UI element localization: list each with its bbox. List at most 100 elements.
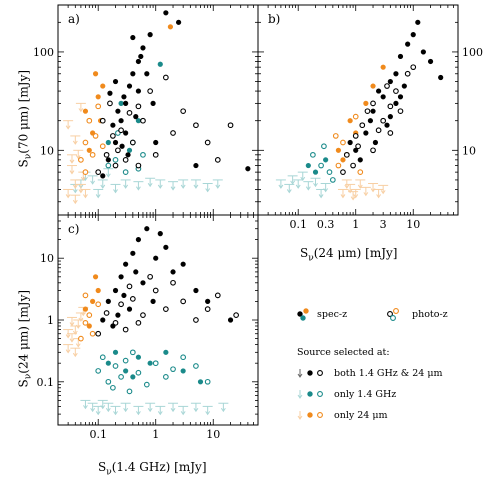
both-photoz-point xyxy=(204,306,211,312)
both-specz-point xyxy=(123,100,129,106)
mir-photoz-point xyxy=(332,133,339,139)
legend-radio-filled xyxy=(307,391,313,397)
mir-photoz-point xyxy=(82,169,89,175)
both-photoz-point xyxy=(140,117,146,124)
radio-limit-point xyxy=(303,181,314,191)
x-tick-label: 10 xyxy=(406,218,420,231)
both-photoz-point xyxy=(404,70,411,77)
legend-both-label: both 1.4 GHz & 24 μm xyxy=(334,368,443,379)
mir-limit-point xyxy=(75,183,86,194)
radio-limit-point xyxy=(212,179,223,189)
radio-photoz-point xyxy=(143,381,150,388)
both-photoz-point xyxy=(170,130,176,136)
x-tick-label: 0.1 xyxy=(89,428,107,441)
both-specz-point xyxy=(372,139,379,146)
radio-photoz-point xyxy=(140,151,146,158)
radio-limit-point xyxy=(87,175,98,185)
mir-limit-point xyxy=(70,347,81,358)
radio-specz-point xyxy=(105,360,111,366)
both-specz-point xyxy=(135,88,142,94)
panel-label: a) xyxy=(68,12,80,26)
both-photoz-point xyxy=(233,312,239,318)
both-specz-point xyxy=(100,173,106,179)
both-specz-point xyxy=(427,58,434,65)
both-specz-point xyxy=(150,100,156,106)
legend-only-radio-label: only 1.4 GHz xyxy=(334,389,397,400)
both-photoz-point xyxy=(387,103,394,110)
both-specz-point xyxy=(370,108,376,114)
radio-limit-point xyxy=(190,179,201,189)
mir-specz-point xyxy=(363,100,369,106)
legend-only-24-label: only 24 μm xyxy=(334,410,388,421)
both-photoz-point xyxy=(95,169,102,175)
both-specz-point xyxy=(150,298,156,304)
both-photoz-point xyxy=(147,88,153,94)
both-photoz-point xyxy=(147,273,153,280)
radio-limit-point xyxy=(168,181,179,191)
mir-photoz-point xyxy=(99,143,106,150)
both-specz-point xyxy=(140,280,146,286)
both-specz-point xyxy=(144,71,150,77)
radio-specz-point xyxy=(180,368,186,374)
mir-specz-point xyxy=(90,298,96,304)
radio-limit-point xyxy=(133,181,144,191)
radio-specz-point xyxy=(147,360,153,366)
both-specz-point xyxy=(410,32,416,38)
legend-photoz-label: photo-z xyxy=(412,309,448,320)
both-specz-point xyxy=(347,139,353,146)
both-specz-point xyxy=(112,78,119,85)
both-specz-point xyxy=(193,287,199,294)
both-specz-point xyxy=(380,94,386,100)
radio-limit-point xyxy=(110,183,121,194)
both-specz-point xyxy=(115,108,121,114)
radio-limit-point xyxy=(293,179,304,189)
both-specz-point xyxy=(110,122,116,128)
both-specz-point xyxy=(367,118,374,124)
x-tick-label: 0.3 xyxy=(317,218,335,231)
radio-limit-point xyxy=(284,183,295,194)
radio-limit-point xyxy=(133,405,144,416)
radio-specz-point xyxy=(130,374,136,380)
both-photoz-point xyxy=(135,162,142,169)
legend-specz-teal-dot xyxy=(300,315,306,321)
mir-limit-point xyxy=(70,179,81,189)
both-photoz-point xyxy=(99,117,106,124)
both-specz-point xyxy=(353,147,359,153)
legend-photoz-orange-dot xyxy=(393,308,399,314)
both-photoz-point xyxy=(95,330,102,337)
mir-photoz-point xyxy=(335,162,342,169)
both-photoz-point xyxy=(122,156,129,163)
both-specz-point xyxy=(170,269,176,275)
both-specz-point xyxy=(393,100,399,106)
mir-photoz-point xyxy=(357,169,364,175)
both-photoz-point xyxy=(370,100,376,107)
mir-photoz-point xyxy=(86,312,93,318)
radio-photoz-point xyxy=(126,388,133,395)
x-tick-label: 10 xyxy=(206,428,220,441)
both-specz-point xyxy=(130,71,136,77)
both-photoz-point xyxy=(393,88,399,94)
mir-limit-point xyxy=(73,319,84,329)
both-specz-point xyxy=(140,45,146,51)
radio-photoz-point xyxy=(135,369,142,376)
panel-a: 10 100 a) xyxy=(33,4,259,216)
y-tick-label: 100 xyxy=(33,46,54,59)
radio-specz-point xyxy=(135,118,142,124)
radio-photoz-point xyxy=(110,384,116,391)
radio-specz-point xyxy=(135,354,142,360)
radio-photoz-point xyxy=(152,360,159,367)
mir-limit-point xyxy=(63,329,74,339)
mir-photoz-point xyxy=(95,103,102,110)
radio-limit-point xyxy=(155,405,166,416)
both-photoz-point xyxy=(180,298,187,305)
both-photoz-point xyxy=(364,108,371,115)
radio-photoz-point xyxy=(95,368,102,374)
radio-photoz-point xyxy=(170,366,176,373)
mir-photoz-point xyxy=(340,139,346,146)
both-photoz-point xyxy=(118,301,124,308)
radio-specz-point xyxy=(163,349,169,355)
legend-specz-black-dot xyxy=(297,311,303,317)
mir-specz-point xyxy=(95,287,101,294)
radio-photoz-point xyxy=(329,177,336,183)
radio-limit-point xyxy=(145,402,156,413)
